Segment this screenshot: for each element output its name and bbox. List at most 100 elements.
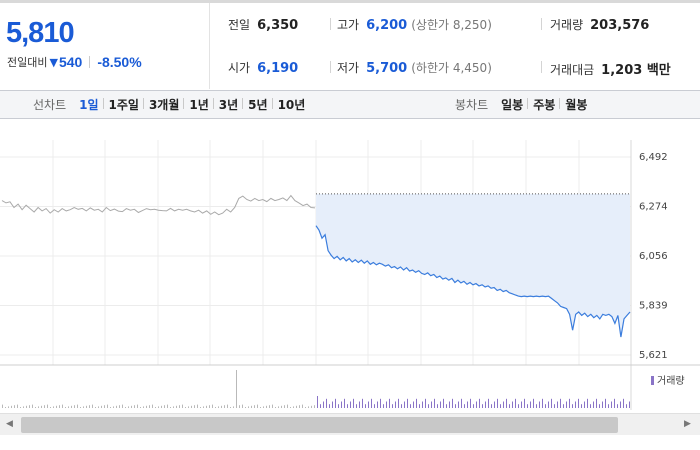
stat-value: 1,203 백만 [601, 63, 671, 78]
volume-bar [416, 398, 417, 408]
tab-monthly-candle[interactable]: 월봉 [559, 96, 592, 113]
volume-bar [623, 398, 624, 408]
price-chart: 6,492 6,274 6,056 5,839 5,621 거래량 [0, 140, 700, 410]
volume-bar [365, 404, 366, 408]
volume-bar [173, 406, 174, 408]
volume-bar [590, 404, 591, 408]
volume-bar [386, 401, 387, 408]
scroll-thumb[interactable] [21, 417, 618, 433]
volume-bar [419, 404, 420, 408]
volume-bar [188, 406, 189, 408]
volume-bar [35, 407, 36, 408]
volume-bar [455, 404, 456, 408]
volume-bar [8, 406, 9, 408]
volume-bar [326, 398, 327, 408]
volume-bar [263, 406, 264, 408]
volume-bar [332, 401, 333, 408]
tab-1day[interactable]: 1일 [79, 98, 99, 112]
volume-bar [485, 401, 486, 408]
volume-bar [614, 398, 615, 408]
volume-bar [86, 405, 87, 408]
volume-bar [464, 404, 465, 408]
stat-prev-close: 전일 6,350 [228, 16, 298, 33]
volume-bar [185, 407, 186, 408]
stat-open: 시가 6,190 [228, 59, 298, 76]
volume-bar [236, 370, 237, 408]
volume-bar [14, 405, 15, 408]
volume-bar [137, 404, 138, 408]
volume-bar [314, 405, 315, 408]
tab-10year[interactable]: 10년 [271, 96, 311, 113]
y-tick-label: 6,056 [639, 251, 668, 262]
volume-bar [542, 398, 543, 408]
tab-daily-candle[interactable]: 일봉 [501, 98, 524, 112]
scroll-right-icon[interactable]: ▶ [684, 419, 691, 429]
volume-bar [608, 404, 609, 408]
tab-1year[interactable]: 1년 [183, 96, 213, 113]
volume-bar [395, 401, 396, 408]
volume-bar [407, 398, 408, 408]
volume-bar [443, 398, 444, 408]
volume-bar [338, 404, 339, 408]
volume-bar [2, 404, 3, 408]
volume-bar [602, 401, 603, 408]
previous-day-series [1, 194, 316, 216]
volume-bar [125, 407, 126, 408]
y-tick-label: 6,492 [639, 152, 668, 163]
volume-bar [446, 404, 447, 408]
volume-bar [53, 406, 54, 408]
volume-bar [182, 404, 183, 408]
volume-bar [545, 404, 546, 408]
today-fill [316, 193, 630, 337]
volume-bar [626, 404, 627, 408]
volume-bar [425, 398, 426, 408]
change-rate: -8.50% [97, 54, 142, 70]
scroll-left-icon[interactable]: ◀ [6, 419, 13, 429]
lower-limit: (하한가 4,450) [411, 61, 492, 75]
volume-bar [143, 406, 144, 408]
tab-1week[interactable]: 1주일 [102, 96, 144, 113]
tab-3month[interactable]: 3개월 [142, 96, 184, 113]
volume-bar [308, 406, 309, 408]
volume-bar [5, 407, 6, 408]
volume-bar [17, 404, 18, 408]
volume-bar [368, 401, 369, 408]
volume-bar [539, 401, 540, 408]
stat-label: 전일 [228, 18, 251, 32]
stat-value: 6,350 [257, 18, 299, 33]
volume-bar [281, 405, 282, 408]
stat-trade-value: 거래대금 1,203 백만 [550, 59, 671, 78]
volume-bar [311, 405, 312, 408]
volume-bar [158, 406, 159, 408]
chart-scrollbar[interactable]: ◀ ▶ [0, 413, 700, 435]
tab-3year[interactable]: 3년 [212, 96, 243, 113]
volume-bar [251, 405, 252, 408]
stat-label: 고가 [337, 18, 360, 32]
change-label: 전일대비 [7, 56, 48, 69]
volume-bar [434, 398, 435, 408]
volume-bar [257, 404, 258, 408]
tab-weekly-candle[interactable]: 주봉 [527, 96, 560, 113]
volume-bar [584, 401, 585, 408]
volume-bar [116, 405, 117, 408]
volume-bar [599, 404, 600, 408]
volume-bar [362, 398, 363, 408]
volume-bar [71, 405, 72, 408]
volume-bar [227, 404, 228, 408]
stat-value: 6,190 [257, 61, 299, 76]
volume-bar [374, 404, 375, 408]
tab-5year[interactable]: 5년 [242, 96, 272, 113]
volume-bar [506, 398, 507, 408]
divider [330, 61, 331, 73]
volume-bar [305, 407, 306, 408]
volume-bar [152, 404, 153, 408]
volume-bar [20, 407, 21, 408]
volume-bar [107, 404, 108, 408]
previous-day-line [1, 194, 316, 216]
volume-bar [353, 398, 354, 408]
volume-bar [548, 401, 549, 408]
volume-bar [110, 407, 111, 408]
volume-bar [56, 405, 57, 408]
volume-bar [47, 404, 48, 408]
volume-bar [560, 398, 561, 408]
